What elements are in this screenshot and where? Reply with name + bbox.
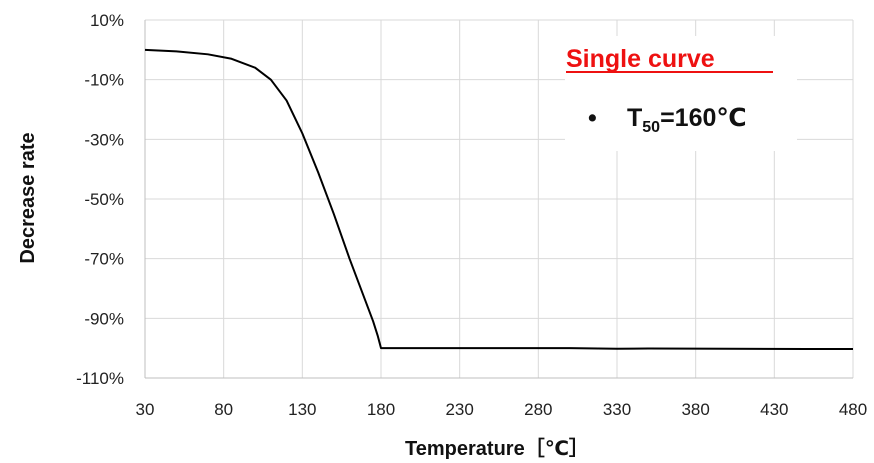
- series-group: [144, 48, 853, 351]
- x-tick-label: 280: [524, 400, 552, 419]
- y-tick-label: -10%: [84, 71, 124, 90]
- y-axis-title: Decrease rate: [17, 132, 39, 263]
- x-tick-label: 80: [214, 400, 233, 419]
- annotation-t-letter: T: [627, 104, 642, 132]
- axes: [144, 20, 853, 379]
- y-tick-label: -50%: [84, 190, 124, 209]
- y-tick-label: -90%: [84, 309, 124, 328]
- x-tick-label: 380: [681, 400, 709, 419]
- x-tick-label: 230: [445, 400, 473, 419]
- y-tick-labels: 10% -10% -30% -50% -70% -90% -110%: [76, 11, 124, 388]
- series-line: [144, 48, 853, 351]
- x-tick-label: 180: [367, 400, 395, 419]
- annotation-title: Single curve: [566, 45, 715, 73]
- annotation-subscript: 50: [642, 119, 660, 136]
- x-tick-label: 430: [760, 400, 788, 419]
- y-tick-label: -110%: [76, 369, 124, 388]
- x-tick-label: 480: [839, 400, 867, 419]
- x-tick-labels: 30 80 130 180 230 280 330 380 430 480: [136, 400, 868, 419]
- annotation-bullet: •: [588, 104, 597, 132]
- annotation-box: Single curve • T50=160℃: [565, 36, 797, 151]
- annotation-background: [565, 36, 797, 151]
- y-tick-label: -70%: [84, 250, 124, 269]
- x-tick-label: 330: [603, 400, 631, 419]
- y-tick-label: -30%: [84, 130, 124, 149]
- x-axis-title: Temperature［℃］: [405, 436, 589, 460]
- x-tick-label: 130: [288, 400, 316, 419]
- annotation-value: =160℃: [660, 104, 747, 132]
- x-tick-label: 30: [136, 400, 155, 419]
- annotation-t50-label: T50=160℃: [627, 104, 747, 136]
- y-tick-label: 10%: [90, 11, 124, 30]
